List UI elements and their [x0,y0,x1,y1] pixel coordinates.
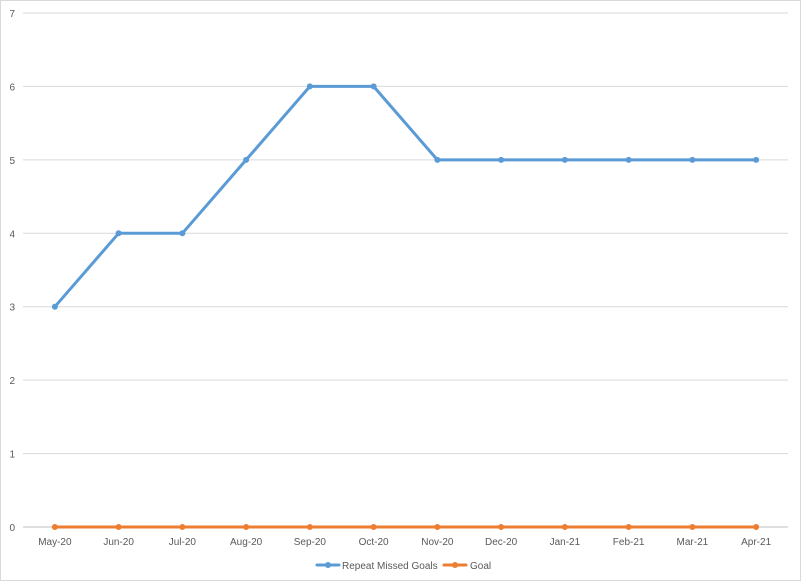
series-1-point-Jun-20 [115,524,122,530]
legend-label-1: Goal [470,561,491,572]
series-0-point-Feb-21 [625,156,632,163]
y-tick-label-7: 7 [9,9,15,20]
series-1-point-Dec-20 [498,524,505,530]
series-0-point-Sep-20 [306,83,313,90]
series-1-point-Oct-20 [370,524,377,530]
series-0-line [53,84,758,309]
y-tick-label-5: 5 [9,156,15,167]
series-1-point-Jan-21 [561,524,568,530]
series-1-point-Mar-21 [689,524,696,530]
legend-swatch-marker-1 [452,562,458,568]
series-1-point-Nov-20 [434,524,441,530]
x-tick-label-Jun-20: Jun-20 [103,537,134,548]
series-0-point-Aug-20 [243,156,250,163]
series-1-point-Feb-21 [625,524,632,530]
series-0-point-Jul-20 [179,230,186,237]
series-0-point-May-20 [51,303,58,310]
x-tick-label-Apr-21: Apr-21 [741,537,771,548]
series-0-point-Apr-21 [753,156,760,163]
y-tick-label-1: 1 [9,450,15,461]
legend-swatch-marker-0 [325,562,331,568]
x-tick-label-Feb-21: Feb-21 [613,537,645,548]
x-tick-label-Dec-20: Dec-20 [485,537,518,548]
y-tick-label-6: 6 [9,82,15,93]
y-tick-label-3: 3 [9,303,15,314]
series-0-point-Mar-21 [689,156,696,163]
x-tick-label-Jan-21: Jan-21 [550,537,581,548]
x-tick-label-Aug-20: Aug-20 [230,537,263,548]
x-tick-label-Nov-20: Nov-20 [421,537,454,548]
series-1-point-Apr-21 [753,524,760,530]
y-tick-label-4: 4 [9,229,15,240]
series-0-point-Nov-20 [434,156,441,163]
legend-label-0: Repeat Missed Goals [342,561,438,572]
series-0-point-Jan-21 [561,156,568,163]
x-tick-label-Oct-20: Oct-20 [359,537,389,548]
series-0-point-Oct-20 [370,83,377,90]
x-tick-label-May-20: May-20 [38,537,72,548]
series-0-point-Dec-20 [498,156,505,163]
series-1-point-May-20 [51,524,58,530]
series-1-point-Sep-20 [306,524,313,530]
series-1-point-Jul-20 [179,524,186,530]
x-tick-label-Sep-20: Sep-20 [294,537,327,548]
y-tick-label-0: 0 [9,523,15,534]
series-1-point-Aug-20 [243,524,250,530]
y-tick-label-2: 2 [9,376,15,387]
series-0-point-Jun-20 [115,230,122,237]
x-tick-label-Mar-21: Mar-21 [677,537,709,548]
x-tick-label-Jul-20: Jul-20 [169,537,197,548]
